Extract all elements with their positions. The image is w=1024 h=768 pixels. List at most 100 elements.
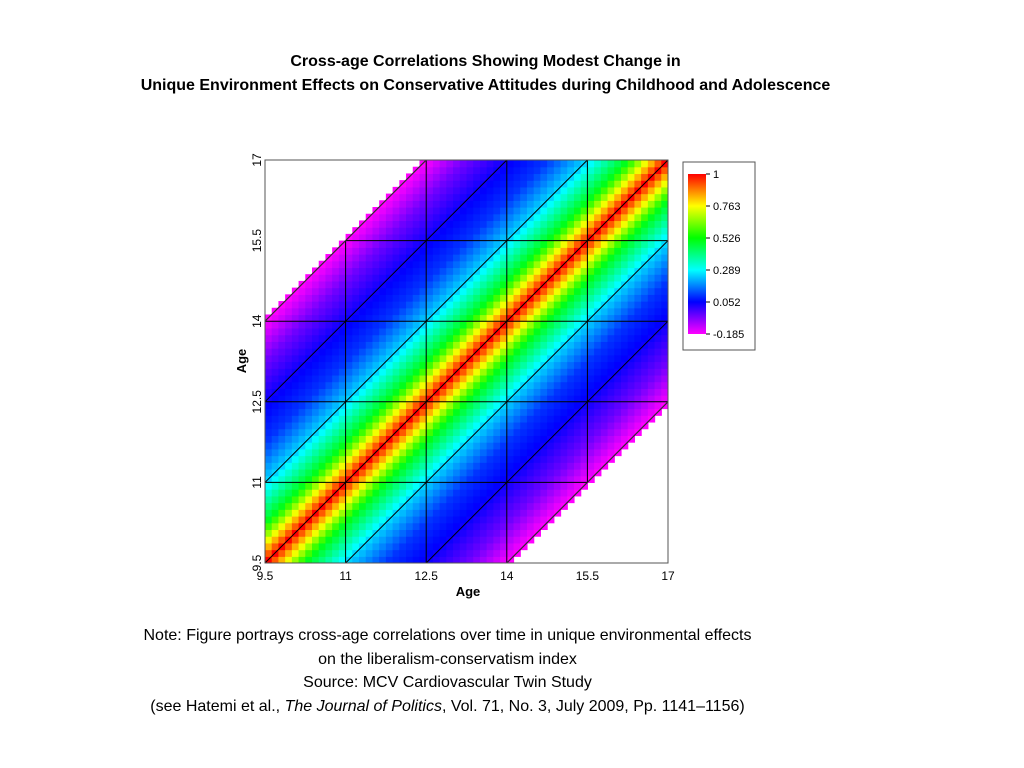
heat-cell: [338, 549, 347, 557]
heat-cell: [318, 475, 327, 483]
heat-cell: [412, 395, 421, 403]
heat-cell: [285, 509, 293, 517]
heat-cell: [500, 522, 508, 531]
heat-cell: [526, 314, 535, 322]
heat-cell: [553, 368, 562, 376]
heat-cell: [520, 274, 528, 282]
plot-frame: [264, 159, 669, 564]
heat-cell: [439, 415, 447, 423]
heat-cell: [392, 260, 400, 269]
heat-cell: [453, 489, 461, 497]
heat-cell: [580, 428, 588, 436]
heat-cell: [580, 374, 588, 383]
heat-cell: [513, 240, 521, 248]
heat-cell: [285, 368, 293, 376]
heat-cell: [520, 475, 528, 483]
heat-cell: [486, 193, 494, 201]
heat-cell: [432, 166, 441, 175]
heat-cell: [573, 307, 582, 316]
heat-cell: [291, 388, 300, 396]
heat-cell: [553, 240, 562, 248]
heat-cell: [506, 247, 515, 255]
heat-cell: [459, 227, 468, 235]
heat-cell: [486, 267, 494, 275]
heat-cell: [607, 267, 615, 275]
heat-cell: [446, 468, 454, 477]
heat-cell: [305, 341, 313, 349]
colorbar-label: 0.526: [713, 233, 741, 245]
heat-cell: [318, 542, 327, 551]
heat-cell: [533, 267, 541, 275]
heat-cell: [338, 287, 347, 295]
heat-cell: [459, 475, 468, 483]
heat-cell: [392, 448, 400, 457]
heat-cell: [594, 220, 602, 228]
heat-cell: [594, 294, 602, 302]
heat-cell: [345, 267, 353, 275]
heat-cell: [520, 489, 528, 497]
heat-cell: [412, 515, 421, 524]
heat-cell: [318, 482, 327, 490]
heat-cell: [359, 515, 367, 524]
heat-cell: [540, 462, 548, 470]
heat-cell: [453, 220, 461, 228]
heat-cell: [533, 361, 541, 369]
heat-cell: [587, 462, 595, 470]
heat-cell: [627, 307, 636, 316]
heat-cell: [325, 509, 333, 517]
heat-cell: [620, 428, 629, 436]
heat-cell: [453, 395, 461, 403]
heat-cell: [486, 186, 494, 195]
heat-cell: [278, 495, 286, 504]
heat-cell: [620, 160, 629, 168]
heat-cell: [318, 274, 327, 282]
heat-cell: [312, 435, 320, 443]
heat-cell: [359, 489, 367, 497]
heat-cell: [419, 220, 427, 228]
heat-cell: [406, 556, 414, 563]
heat-cell: [412, 549, 421, 557]
heat-cell: [634, 421, 642, 430]
heat-cell: [661, 374, 668, 383]
heat-cell: [271, 368, 280, 376]
heat-cell: [533, 354, 541, 363]
heat-cell: [278, 515, 286, 524]
heat-cell: [486, 448, 494, 457]
heat-cell: [607, 442, 615, 450]
heat-cell: [661, 361, 668, 369]
heat-cell: [486, 515, 494, 524]
heat-cell: [399, 240, 407, 248]
heat-cell: [506, 166, 515, 175]
heat-cell: [352, 354, 360, 363]
heat-cell: [359, 495, 367, 504]
heat-cell: [473, 227, 481, 235]
heat-cell: [614, 280, 622, 289]
heat-cell: [345, 247, 353, 255]
heat-cell: [365, 388, 374, 396]
heat-cell: [318, 321, 327, 329]
heat-cell: [412, 522, 421, 531]
heat-cell: [580, 314, 588, 322]
heat-cell: [587, 173, 595, 181]
heat-cell: [325, 280, 333, 289]
heat-cell: [439, 334, 447, 342]
heat-cell: [473, 448, 481, 457]
heat-cell: [412, 354, 421, 363]
heat-cell: [372, 475, 380, 483]
heat-cell: [271, 475, 280, 483]
heat-cell: [553, 502, 562, 510]
heat-cell: [332, 267, 340, 275]
heat-cell: [359, 327, 367, 336]
heat-cell: [614, 421, 622, 430]
heat-cell: [291, 455, 300, 463]
heat-cell: [627, 186, 636, 195]
heat-cell: [560, 374, 568, 383]
heat-cell: [359, 334, 367, 342]
heat-cell: [432, 374, 441, 383]
heat-cell: [567, 482, 575, 490]
heat-cell: [385, 267, 394, 275]
heat-cell: [372, 509, 380, 517]
heat-cell: [419, 502, 427, 510]
heat-cell: [594, 321, 602, 329]
heat-cell: [634, 220, 642, 228]
